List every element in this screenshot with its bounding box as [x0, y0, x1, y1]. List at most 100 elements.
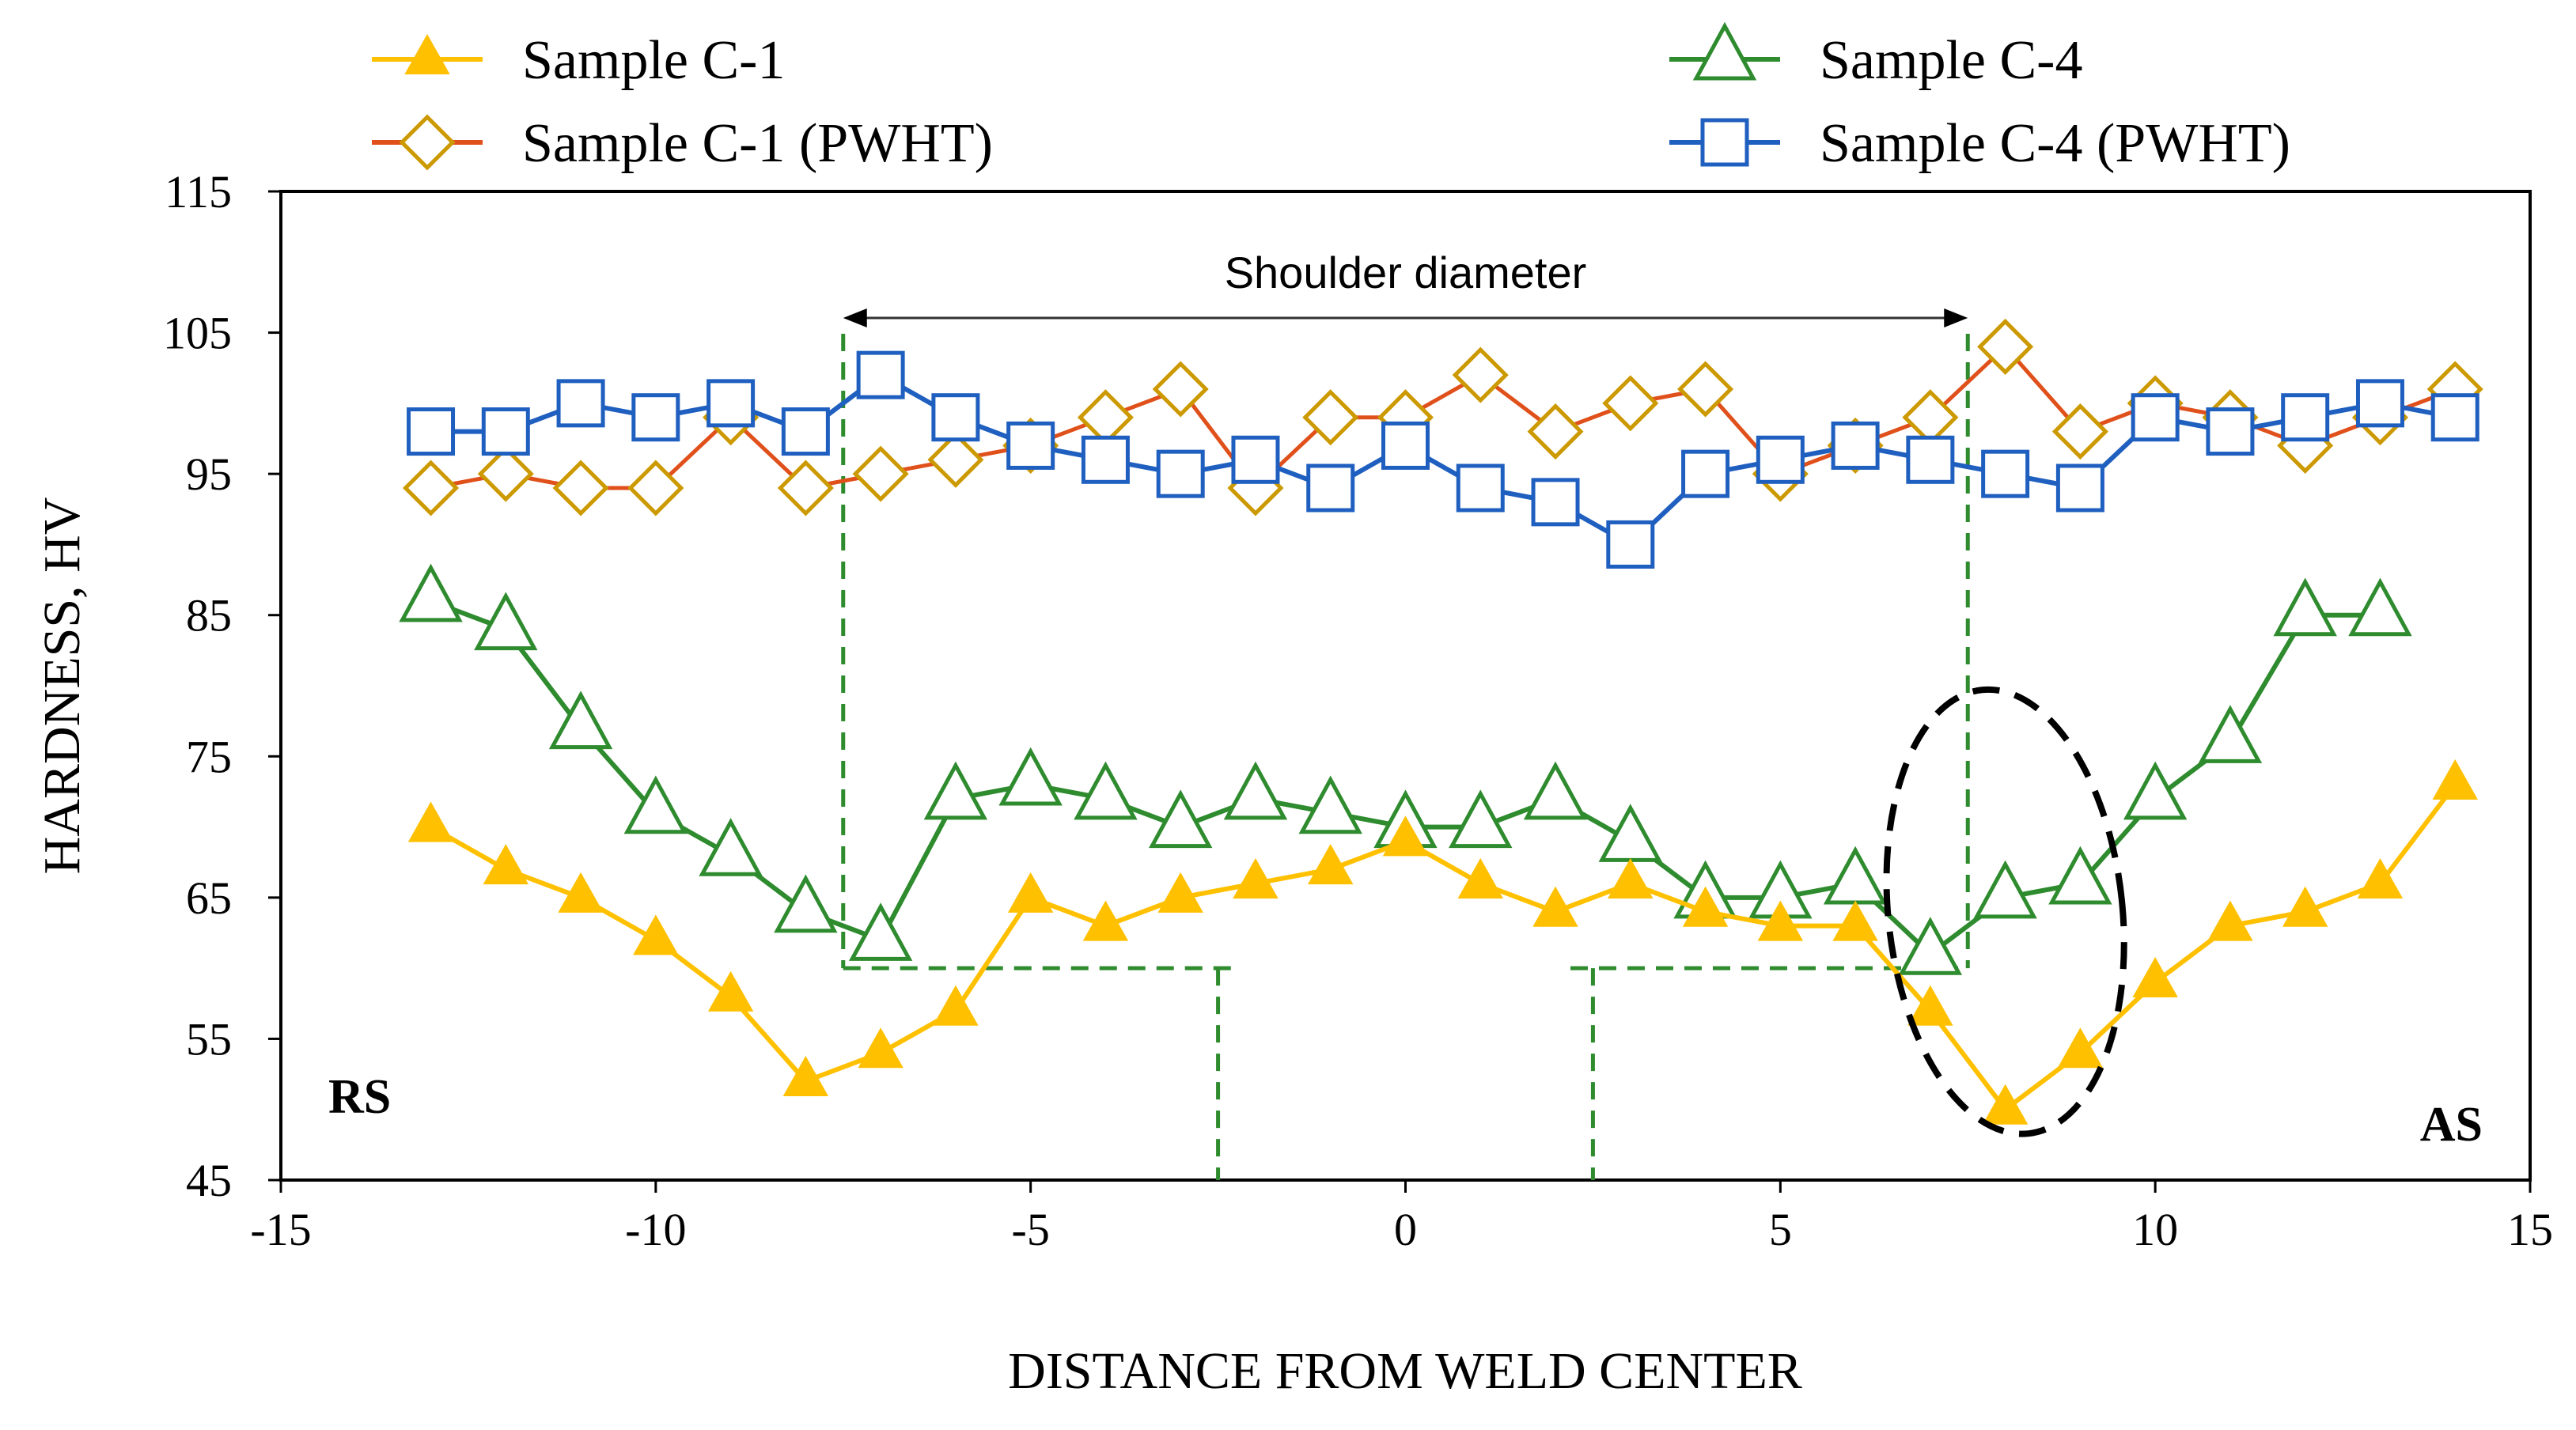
legend-label: Sample C-1: [522, 30, 785, 91]
sample-c1-pwht-point: [627, 460, 684, 516]
y-axis-title: HARDNESS, HV: [33, 497, 91, 875]
sample-c4-point: [1898, 917, 1963, 975]
y-tick-label: 55: [186, 1013, 232, 1065]
axes: -15 -10 -5 0 5 10 15 45 55 65 75 85 95 105 115: [163, 166, 2553, 1255]
sample-c4-point: [2348, 577, 2412, 637]
legend-item-sample-c1: Sample C-1: [372, 30, 785, 91]
y-tick-label: 65: [186, 872, 232, 924]
sample-c4-point: [623, 775, 688, 834]
sample-c1-point: [1608, 857, 1654, 898]
sample-c1-point: [1757, 900, 1804, 941]
y-tick-label: 95: [186, 448, 232, 500]
sample-c4-pwht-point: [631, 393, 680, 442]
sample-c4-point: [548, 690, 613, 750]
legend-label: Sample C-1 (PWHT): [522, 113, 993, 174]
sample-c4-pwht-point: [481, 407, 530, 456]
sample-c1-point: [1907, 985, 1953, 1026]
sample-c4-pwht-point: [931, 393, 980, 442]
sample-c1-point: [1682, 886, 1729, 927]
sample-c1-pwht-point: [1077, 389, 1134, 446]
sample-c1-point: [2057, 1027, 2104, 1069]
sample-c4-pwht-point: [1231, 435, 1280, 484]
sample-c4-pwht-point: [1606, 520, 1655, 569]
sample-c4-point: [1823, 846, 1888, 905]
sample-c1-pwht-point: [1302, 389, 1359, 446]
sample-c1-point: [1007, 872, 1054, 913]
sample-c1-point: [2132, 956, 2178, 997]
sample-c4-pwht-point: [856, 350, 905, 399]
shoulder-diameter-label: Shoulder diameter: [1225, 248, 1587, 297]
sample-c1-point: [1982, 1084, 2029, 1125]
legend-swatch-marker: [1700, 118, 1749, 167]
sample-c1-point: [1382, 815, 1429, 857]
sample-c1-point: [1832, 900, 1878, 941]
sample-c4-pwht-point: [1756, 435, 1805, 484]
series-sample-c4-pwht: [407, 350, 2479, 569]
sample-c4-pwht-point: [2131, 393, 2180, 442]
sample-c1-pwht-point: [1452, 346, 1509, 403]
sample-c4-pwht-point: [1531, 478, 1580, 527]
sample-c4-pwht-point: [1831, 421, 1880, 470]
sample-c1-point: [707, 970, 754, 1012]
sample-c1-pwht-point: [1602, 375, 1659, 432]
shoulder-arrow-right-head: [1944, 308, 1968, 327]
series-sample-c1: [407, 759, 2478, 1125]
sample-c4-pwht-point: [2355, 379, 2404, 428]
advancing-side-label: AS: [2420, 1098, 2483, 1152]
x-tick-label: -10: [625, 1204, 686, 1255]
sample-c1-line: [430, 783, 2457, 1112]
sample-c1-point: [1532, 886, 1578, 927]
sample-c1-pwht-point: [1152, 361, 1209, 418]
sample-c4-point: [1223, 761, 1288, 820]
sample-c4-point: [1074, 761, 1138, 820]
legend-swatch-marker: [404, 33, 450, 74]
sample-c4-pwht-point: [781, 407, 830, 456]
sample-c1-point: [782, 1055, 829, 1096]
sample-c4-point: [998, 747, 1063, 806]
legend-label: Sample C-4 (PWHT): [1820, 113, 2290, 174]
y-tick-label: 105: [163, 308, 232, 359]
x-axis-title: DISTANCE FROM WELD CENTER: [1008, 1342, 1802, 1400]
y-tick-label: 115: [165, 166, 232, 218]
sample-c4-pwht-point: [1981, 449, 2030, 498]
x-tick-label: -15: [250, 1204, 311, 1255]
retreating-side-label: RS: [328, 1070, 391, 1124]
sample-c4-point: [1148, 789, 1213, 849]
y-tick-label: 75: [186, 731, 232, 782]
sample-c1-pwht-point: [2051, 403, 2108, 460]
sample-c4-point: [474, 592, 538, 651]
legend-swatch-marker: [399, 114, 456, 171]
sample-c4-pwht-point: [1306, 463, 1355, 513]
sample-c1-pwht-point: [1677, 361, 1734, 418]
sample-c1-point: [633, 914, 679, 955]
y-tick-label: 85: [186, 590, 232, 641]
sample-c1-point: [1157, 872, 1203, 913]
sample-c4-pwht-point: [1156, 449, 1205, 498]
x-tick-label: 15: [2507, 1204, 2553, 1255]
legend-swatch-marker: [1692, 21, 1757, 81]
x-tick-label: -5: [1012, 1204, 1050, 1255]
legend-item-sample-c4: Sample C-4: [1669, 21, 2082, 91]
sample-c4-pwht-point: [707, 379, 756, 428]
sample-c4-pwht-point: [2281, 393, 2330, 442]
sample-c4-point: [848, 902, 913, 961]
legend-item-sample-c1-pwht: Sample C-1 (PWHT): [372, 113, 993, 174]
sample-c4-point: [1598, 804, 1663, 862]
sample-c4-pwht-point: [1081, 435, 1130, 484]
sample-c4-point: [1523, 761, 1588, 820]
plot-frame: [279, 190, 2532, 1182]
sample-c4-pwht-point: [556, 379, 605, 428]
series-sample-c4: [399, 563, 2412, 975]
sample-c4-pwht-point: [2206, 407, 2255, 456]
sample-c1-point: [407, 801, 454, 842]
legend-label: Sample C-4: [1820, 30, 2082, 91]
sample-c1-point: [2432, 759, 2478, 800]
sample-c4-point: [1449, 789, 1513, 849]
sample-c4-point: [2273, 577, 2337, 637]
sample-c4-point: [2048, 846, 2112, 905]
sample-c4-pwht-point: [2055, 463, 2104, 513]
sample-c1-pwht-point: [777, 460, 834, 516]
sample-c4-point: [399, 563, 463, 622]
